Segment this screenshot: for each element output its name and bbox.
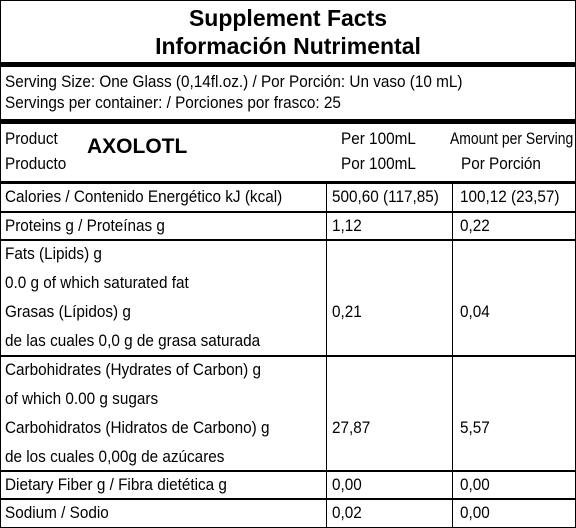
row-label: Carbohidrates (Hydrates of Carbon) g xyxy=(5,360,261,379)
row-label: de los cuales 0,00g de azúcares xyxy=(5,447,225,466)
row-value-per100: 500,60 (117,85) xyxy=(332,187,439,206)
row-label: de las cuales 0,0 g de grasa saturada xyxy=(5,331,261,350)
per-100ml-header-en: Per 100mL xyxy=(341,129,416,148)
per-serving-header-es: Por Porción xyxy=(461,154,541,173)
row-value-serving: 0,00 xyxy=(460,503,490,522)
row-rule xyxy=(1,498,575,500)
product-brand: AXOLOTL xyxy=(87,135,188,158)
row-value-per100: 0,21 xyxy=(332,302,362,321)
row-value-per100: 0,00 xyxy=(332,475,362,494)
row-rule xyxy=(1,470,575,472)
row-label: Sodium / Sodio xyxy=(5,503,109,522)
row-label: of which 0.00 g sugars xyxy=(5,389,159,408)
title-english: Supplement Facts xyxy=(188,5,388,31)
row-rule xyxy=(1,239,575,241)
row-value-serving: 0,22 xyxy=(460,216,490,235)
thick-rule xyxy=(1,62,575,67)
row-rule xyxy=(1,211,575,213)
title-spanish: Información Nutrimental xyxy=(155,33,421,59)
header-rule xyxy=(1,181,575,184)
row-value-serving: 5,57 xyxy=(460,418,490,437)
row-value-per100: 27,87 xyxy=(332,418,371,437)
row-label: Fats (Lipids) g xyxy=(5,244,102,263)
row-value-serving: 0,00 xyxy=(460,475,490,494)
row-label: Carbohidratos (Hidratos de Carbono) g xyxy=(5,418,270,437)
per-serving-header-en: Amount per Serving xyxy=(450,129,574,148)
row-value-serving: 0,04 xyxy=(460,302,490,321)
product-label-en: Product xyxy=(5,129,58,148)
servings-per-container: Servings per container: / Porciones por … xyxy=(5,93,341,112)
row-value-per100: 1,12 xyxy=(332,216,362,235)
row-value-serving: 100,12 (23,57) xyxy=(460,187,560,206)
row-rule xyxy=(1,355,575,357)
row-label: Proteins g / Proteínas g xyxy=(5,216,165,235)
serving-size: Serving Size: One Glass (0,14fl.oz.) / P… xyxy=(5,72,463,91)
row-label: 0.0 g of which saturated fat xyxy=(5,273,189,292)
row-label: Grasas (Lípidos) g xyxy=(5,302,131,321)
row-label: Dietary Fiber g / Fibra dietética g xyxy=(5,475,227,494)
product-label-es: Producto xyxy=(5,154,67,173)
column-divider xyxy=(326,184,327,527)
row-label: Calories / Contenido Energético kJ (kcal… xyxy=(5,187,283,206)
row-value-per100: 0,02 xyxy=(332,503,362,522)
thick-rule xyxy=(1,119,575,124)
column-divider xyxy=(452,184,453,527)
per-100ml-header-es: Por 100mL xyxy=(341,154,416,173)
